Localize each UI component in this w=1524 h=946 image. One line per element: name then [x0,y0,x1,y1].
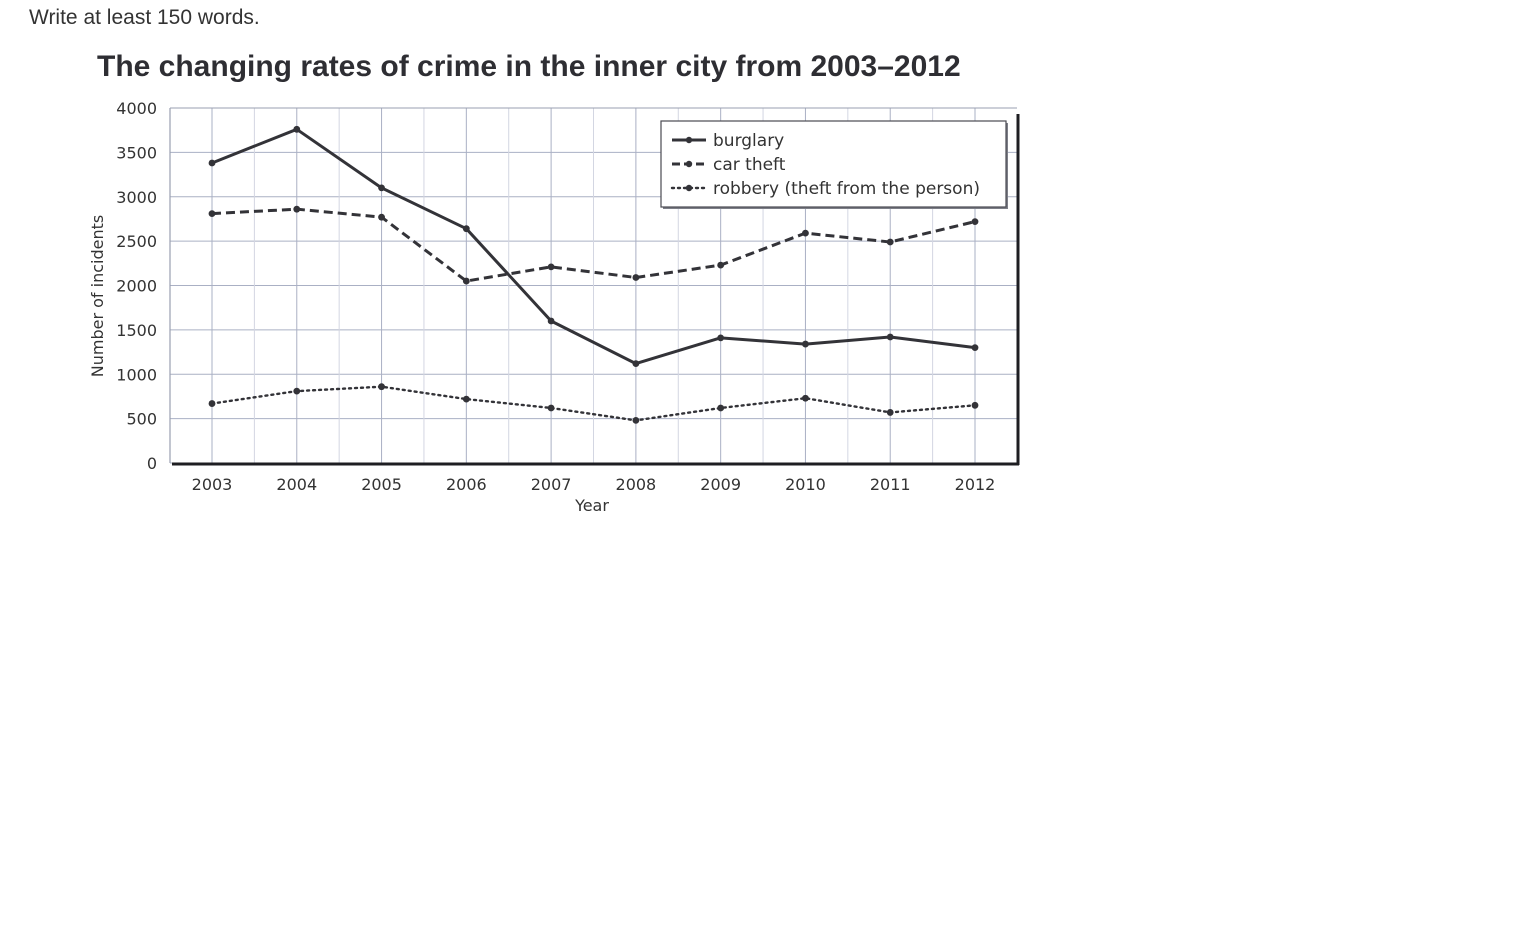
legend-marker [685,184,693,192]
data-point [971,401,979,409]
series-line [210,385,977,422]
data-point [462,277,470,285]
data-point [293,205,301,213]
x-tick-label: 2008 [616,475,657,494]
data-point [632,274,640,281]
plot-frame [169,107,1020,466]
legend-marker [685,160,693,168]
legend-label: burglary [713,131,784,151]
y-tick-label: 3000 [116,188,157,207]
data-point [293,387,301,395]
data-point [547,317,555,325]
x-tick-label: 2012 [955,475,996,494]
data-point [293,125,301,133]
data-point [378,383,385,391]
y-tick-label: 4000 [116,99,157,118]
y-axis-title: Number of incidents [88,215,107,377]
legend-label: car theft [713,155,786,175]
data-point [802,394,809,402]
legend-box [660,120,1007,208]
data-point [886,333,894,341]
chart-title: The changing rates of crime in the inner… [97,50,961,83]
legend-label: robbery (theft from the person) [713,179,980,199]
x-tick-label: 2004 [276,475,317,494]
data-point [717,404,725,412]
legend-marker [685,136,693,144]
series-line [211,207,976,283]
x-tick-label: 2009 [700,475,741,494]
data-point [208,400,216,407]
y-axis-ticks: 0 500 1000 1500 2000 2500 3000 3500 4000 [116,99,157,473]
y-tick-label: 2000 [116,277,157,296]
data-point [717,334,725,342]
x-tick-label: 2005 [361,475,402,494]
data-point [462,395,470,403]
data-point [717,261,725,269]
data-point [802,229,809,237]
x-tick-label: 2003 [192,475,233,494]
data-point [378,213,385,221]
x-tick-label: 2006 [446,475,487,494]
x-axis-title: Year [574,496,609,515]
data-point [462,225,470,233]
data-point [886,409,894,416]
data-point [208,159,216,167]
data-point [378,184,385,192]
data-point [547,263,555,271]
data-point [208,210,216,218]
x-tick-label: 2010 [785,475,826,494]
y-tick-label: 1500 [116,321,157,340]
y-tick-label: 3500 [116,143,157,162]
y-tick-label: 0 [147,454,157,473]
data-point [886,238,894,246]
data-point [971,344,979,352]
data-point [971,218,979,226]
x-tick-label: 2011 [870,475,911,494]
legend: burglary car theft robbery (theft from the… [660,120,1008,209]
instruction-text: Write at least 150 words. [29,6,260,29]
series-lines [208,125,979,424]
y-tick-label: 500 [126,410,157,429]
y-tick-label: 2500 [116,232,157,251]
x-tick-label: 2007 [531,475,572,494]
y-tick-label: 1000 [116,365,157,384]
data-point [547,404,555,412]
x-axis-ticks: 2003 2004 2005 2006 2007 2008 2009 2010 2011 2012 [192,475,996,494]
data-point [802,340,809,348]
data-point [632,360,640,367]
series-line [211,127,976,366]
data-point [632,417,640,424]
